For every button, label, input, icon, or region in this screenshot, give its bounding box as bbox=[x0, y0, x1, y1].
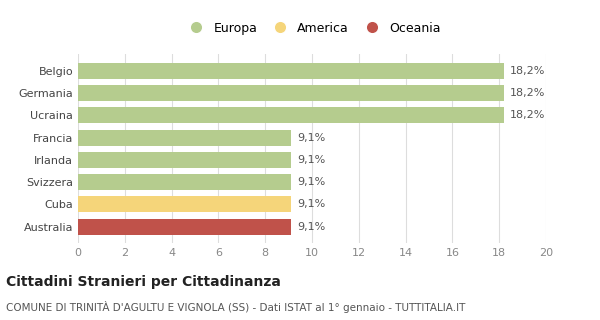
Text: 9,1%: 9,1% bbox=[297, 199, 325, 209]
Bar bbox=[78, 152, 291, 168]
Bar bbox=[78, 196, 291, 212]
Bar bbox=[78, 63, 504, 79]
Bar bbox=[78, 174, 291, 190]
Bar bbox=[78, 85, 504, 101]
Text: 9,1%: 9,1% bbox=[297, 222, 325, 232]
Text: 9,1%: 9,1% bbox=[297, 133, 325, 143]
Legend: Europa, America, Oceania: Europa, America, Oceania bbox=[181, 19, 443, 37]
Bar bbox=[78, 130, 291, 146]
Text: 18,2%: 18,2% bbox=[510, 110, 545, 120]
Text: 18,2%: 18,2% bbox=[510, 88, 545, 98]
Text: Cittadini Stranieri per Cittadinanza: Cittadini Stranieri per Cittadinanza bbox=[6, 275, 281, 289]
Bar bbox=[78, 219, 291, 235]
Text: 18,2%: 18,2% bbox=[510, 66, 545, 76]
Text: 9,1%: 9,1% bbox=[297, 177, 325, 187]
Text: 9,1%: 9,1% bbox=[297, 155, 325, 165]
Bar bbox=[78, 108, 504, 124]
Text: COMUNE DI TRINITÀ D'AGULTU E VIGNOLA (SS) - Dati ISTAT al 1° gennaio - TUTTITALI: COMUNE DI TRINITÀ D'AGULTU E VIGNOLA (SS… bbox=[6, 301, 466, 313]
